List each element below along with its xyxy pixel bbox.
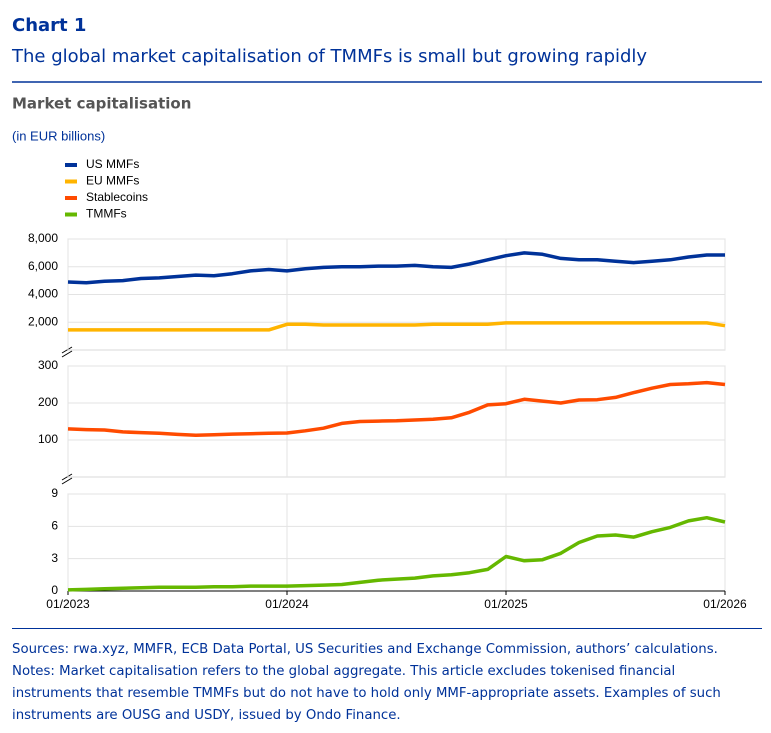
series-line xyxy=(67,515,726,592)
chart-title: The global market capitalisation of TMMF… xyxy=(11,46,647,67)
y-tick-label: 8,000 xyxy=(28,231,58,245)
legend-swatch xyxy=(65,196,77,200)
y-tick-label: 6 xyxy=(51,519,58,533)
y-tick-label: 300 xyxy=(38,358,58,372)
y-tick-label: 9 xyxy=(51,486,58,500)
x-tick-label: 01/2024 xyxy=(265,597,309,611)
legend-label: Stablecoins xyxy=(86,190,148,204)
plot-frame xyxy=(67,493,726,592)
y-tick-label: 100 xyxy=(38,432,58,446)
axis-breaks xyxy=(61,346,73,485)
series-line xyxy=(67,380,726,437)
x-tick-label: 01/2025 xyxy=(484,597,528,611)
legend-swatch xyxy=(65,179,77,184)
notes: Notes: Market capitalisation refers to t… xyxy=(12,664,721,723)
x-tick-label: 01/2026 xyxy=(703,597,747,611)
legend-swatch xyxy=(65,212,77,217)
legend-label: TMMFs xyxy=(86,207,127,221)
sources: Sources: rwa.xyz, MMFR, ECB Data Portal,… xyxy=(12,642,718,657)
y-tick-label: 4,000 xyxy=(28,287,58,301)
legend-label: EU MMFs xyxy=(86,174,139,188)
chart: Chart 1 The global market capitalisation… xyxy=(11,15,762,611)
series-line xyxy=(67,251,725,285)
chart-label: Chart 1 xyxy=(12,15,86,36)
series-line xyxy=(68,321,726,332)
legend-swatch xyxy=(65,163,77,167)
y-tick-label: 6,000 xyxy=(28,259,58,273)
legend-label: US MMFs xyxy=(86,157,139,171)
chart-subtitle: Market capitalisation xyxy=(12,95,191,113)
y-tick-label: 2,000 xyxy=(28,314,58,328)
y-tick-label: 0 xyxy=(51,583,58,597)
x-tick-label: 01/2023 xyxy=(46,597,90,611)
units: (in EUR billions) xyxy=(12,128,105,143)
y-tick-label: 200 xyxy=(38,395,58,409)
rule xyxy=(12,628,762,629)
y-tick-label: 3 xyxy=(51,551,58,565)
